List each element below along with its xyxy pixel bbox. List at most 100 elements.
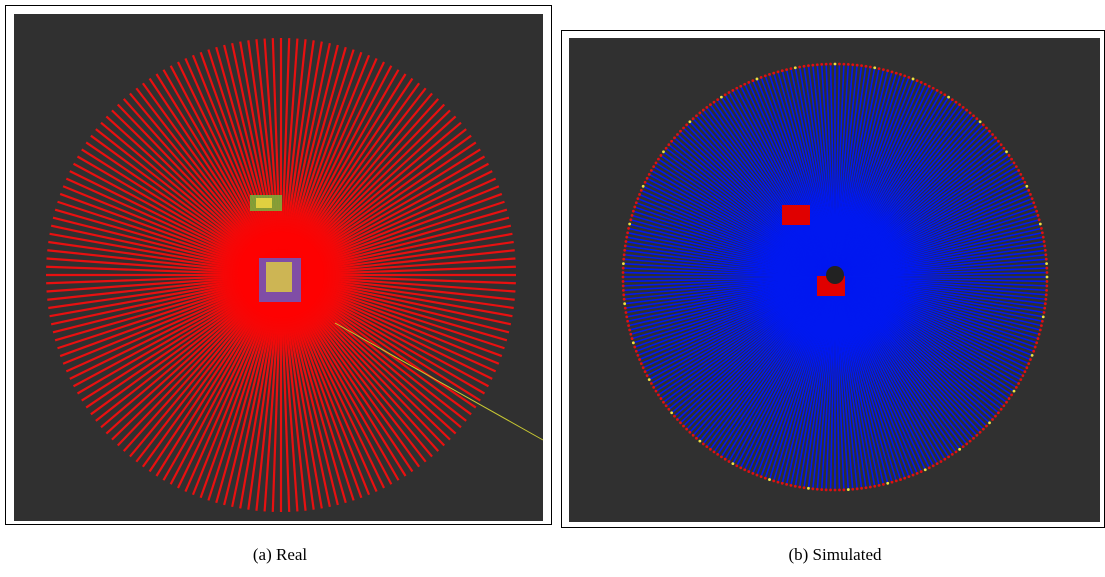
hit-point xyxy=(720,455,723,458)
hit-point xyxy=(899,73,902,76)
hit-point xyxy=(891,70,894,73)
hit-point xyxy=(1019,173,1022,176)
hit-point xyxy=(622,271,625,274)
hit-point xyxy=(667,408,670,411)
hit-point xyxy=(811,487,814,490)
hit-point xyxy=(1027,189,1030,192)
hit-point xyxy=(785,483,788,486)
hit-point xyxy=(772,72,775,75)
hit-point xyxy=(1039,329,1042,332)
hit-point xyxy=(1021,177,1024,180)
hit-point xyxy=(747,470,750,473)
hit-point xyxy=(760,76,763,79)
hit-point xyxy=(982,123,985,126)
hit-point xyxy=(997,140,1000,143)
hit-point xyxy=(825,63,828,66)
hit-point xyxy=(636,197,639,200)
hit-point xyxy=(834,489,837,492)
hit-point xyxy=(631,214,634,217)
hit-point xyxy=(785,68,788,71)
hit-point xyxy=(907,76,910,79)
hit-point xyxy=(1037,214,1040,217)
hit-point xyxy=(985,127,988,130)
hit-point xyxy=(735,464,738,467)
hit-point xyxy=(635,350,638,353)
hit-point xyxy=(709,103,712,106)
hit-point xyxy=(627,324,630,327)
hit-point xyxy=(679,421,682,424)
hit-point xyxy=(660,154,663,157)
hit-point xyxy=(644,181,647,184)
hit-point xyxy=(847,63,850,66)
hit-point xyxy=(622,276,625,279)
hit-point xyxy=(825,488,828,491)
hit-point xyxy=(650,169,653,172)
hit-point xyxy=(716,98,719,101)
hit-point xyxy=(891,481,894,484)
hit-point xyxy=(886,69,889,72)
hit-point xyxy=(756,78,759,81)
hit-point xyxy=(943,93,946,96)
hit-point xyxy=(682,127,685,130)
hit-point xyxy=(702,109,705,112)
hit-point xyxy=(972,437,975,440)
hit-point xyxy=(1035,341,1038,344)
hit-point xyxy=(936,462,939,465)
hit-point xyxy=(640,362,643,365)
hit-point xyxy=(816,488,819,491)
hit-point xyxy=(623,249,626,252)
hit-point xyxy=(878,484,881,487)
hit-point xyxy=(1045,285,1048,288)
hit-point xyxy=(1017,169,1020,172)
hit-point xyxy=(985,425,988,428)
hit-point xyxy=(1044,249,1047,252)
hit-point xyxy=(768,73,771,76)
hit-point xyxy=(648,378,651,381)
hit-point xyxy=(633,346,636,349)
hit-point xyxy=(851,63,854,66)
hit-point xyxy=(777,481,780,484)
hit-point xyxy=(731,462,734,465)
hit-point xyxy=(622,262,625,265)
hit-point xyxy=(1042,316,1045,319)
hit-point xyxy=(1010,158,1013,161)
hit-point xyxy=(644,370,647,373)
hit-point xyxy=(865,65,868,68)
hit-point xyxy=(702,443,705,446)
hit-point xyxy=(764,74,767,77)
hit-point xyxy=(652,165,655,168)
hit-point xyxy=(955,451,958,454)
hit-point xyxy=(834,63,837,66)
hit-point xyxy=(790,484,793,487)
hit-point xyxy=(1043,311,1046,314)
hit-point xyxy=(705,106,708,109)
hit-point xyxy=(873,66,876,69)
hit-point xyxy=(1005,150,1008,153)
hit-point xyxy=(628,329,631,332)
hit-point xyxy=(947,96,950,99)
hit-point xyxy=(1002,404,1005,407)
hit-point xyxy=(932,87,935,90)
hit-point xyxy=(829,489,832,492)
hit-point xyxy=(655,390,658,393)
hit-point xyxy=(623,298,626,301)
hit-point xyxy=(692,117,695,120)
hit-point xyxy=(646,374,649,377)
hit-point xyxy=(739,85,742,88)
hit-point xyxy=(988,130,991,133)
hit-point xyxy=(1034,346,1037,349)
hit-point xyxy=(951,98,954,101)
hit-point xyxy=(936,89,939,92)
hit-point xyxy=(882,483,885,486)
hit-point xyxy=(625,311,628,314)
hit-point xyxy=(820,488,823,491)
hit-point xyxy=(622,293,625,296)
hit-point xyxy=(951,453,954,456)
hit-point xyxy=(873,485,876,488)
hit-point xyxy=(907,475,910,478)
hit-point xyxy=(1029,358,1032,361)
hit-point xyxy=(1041,320,1044,323)
hit-point xyxy=(1013,161,1016,164)
hit-point xyxy=(638,358,641,361)
hit-point xyxy=(1008,154,1011,157)
